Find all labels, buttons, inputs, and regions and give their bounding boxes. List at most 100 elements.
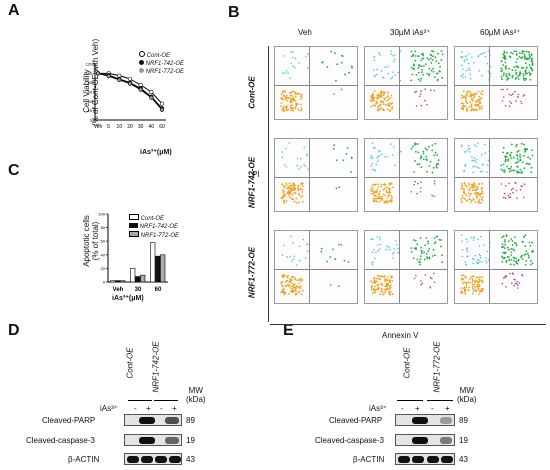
blot-beta-actin <box>395 453 455 465</box>
facs-plot <box>364 230 448 304</box>
x-tick-label: 60 <box>155 287 162 293</box>
facs-dots <box>460 50 534 112</box>
y-tick-label: 60 <box>88 90 93 95</box>
band <box>440 437 452 444</box>
facs-dots <box>280 142 353 204</box>
facs-dots <box>280 235 350 296</box>
bar <box>130 268 136 283</box>
facs-plot <box>454 138 538 212</box>
band <box>165 417 179 424</box>
data-point <box>106 74 111 79</box>
data-point <box>117 77 122 82</box>
panel-b: Veh 30μM iAs³⁺ 60μM iAs³⁺ Cont-OE NRF1-7… <box>230 20 545 322</box>
col-header-60um: 60μM iAs³⁺ <box>480 28 521 37</box>
blot-cleaved-caspase-3 <box>124 434 182 446</box>
data-point <box>159 101 165 106</box>
band <box>412 437 428 444</box>
lane-group-line-1 <box>128 400 152 401</box>
lane-group-line-2 <box>427 400 453 401</box>
y-tick-label: 40 <box>88 99 93 104</box>
bar <box>115 280 121 283</box>
lane-sign-4: + <box>172 404 177 413</box>
panel-label-a: A <box>8 2 20 19</box>
lane-group-cont-oe: Cont-OE <box>125 347 135 379</box>
pi-axis-label: PI <box>252 170 260 179</box>
facs-plot <box>454 46 538 120</box>
quadrant-divider-horizontal <box>455 85 537 87</box>
x-tick-label: 40 <box>149 124 155 130</box>
facs-plot <box>364 46 448 120</box>
pi-axis-line <box>268 46 269 322</box>
band <box>412 456 424 463</box>
data-point <box>149 89 154 95</box>
row-label-cleaved-caspase-3: Cleaved-caspase-3 <box>26 436 95 445</box>
y-tick-label: 0 <box>103 280 106 285</box>
mw-beta-actin: 43 <box>186 455 195 464</box>
quadrant-divider-vertical <box>309 47 311 119</box>
lane-sign-1: - <box>134 404 137 413</box>
lane-sign-1: - <box>401 404 404 413</box>
lane-group-nrf1-742: NRF1-742-OE <box>151 341 161 393</box>
lane-sign-3: - <box>160 404 163 413</box>
mw-cleaved-parp: 89 <box>459 416 468 425</box>
legend-item-cont-oe: Cont-OE <box>139 51 184 60</box>
quadrant-divider-vertical <box>489 47 491 119</box>
facs-dots <box>370 50 444 112</box>
band <box>398 456 410 463</box>
quadrant-divider-vertical <box>399 231 401 303</box>
bar <box>110 280 116 283</box>
legend-item-nrf1-772: NRF1-772-OE <box>139 68 184 76</box>
treatment-label: iAs³⁺ <box>100 404 118 413</box>
lane-sign-2: + <box>146 404 151 413</box>
x-tick-label: 30 <box>138 124 144 130</box>
panel-a-xlabel: iAs³⁺(μM) <box>140 149 172 156</box>
data-point <box>127 81 133 86</box>
mw-cleaved-caspase-3: 19 <box>459 436 468 445</box>
band <box>139 437 155 444</box>
panel-c: Apoptotic cells (% of total) 0 20 40 60 80 10… <box>20 182 220 312</box>
band <box>427 456 439 463</box>
bar <box>120 280 126 283</box>
quadrant-divider-vertical <box>489 139 491 211</box>
quadrant-divider-horizontal <box>365 85 447 87</box>
x-tick-label: Veh <box>94 124 103 130</box>
facs-dots <box>280 50 353 112</box>
quadrant-divider-vertical <box>399 47 401 119</box>
treatment-label: iAs³⁺ <box>369 404 387 413</box>
quadrant-divider-vertical <box>489 231 491 303</box>
lane-sign-4: + <box>445 404 450 413</box>
bar <box>150 242 156 283</box>
facs-dots <box>370 142 440 204</box>
y-tick-label: 40 <box>101 252 106 257</box>
y-tick-label: 120 <box>85 62 92 67</box>
lane-sign-3: - <box>431 404 434 413</box>
row-label-cleaved-parp: Cleaved-PARP <box>42 416 96 425</box>
facs-plot <box>454 230 538 304</box>
quadrant-divider-vertical <box>399 139 401 211</box>
quadrant-divider-horizontal <box>455 269 537 271</box>
y-tick-label: 80 <box>88 80 93 85</box>
data-point <box>95 71 101 76</box>
quadrant-divider-horizontal <box>365 177 447 179</box>
legend-item-nrf1-742: NRF1-742-OE <box>129 223 179 231</box>
x-tick-label: 20 <box>127 124 133 130</box>
band <box>165 437 179 444</box>
panel-e: Cont-OE NRF1-772-OE MW (kDa) iAs³⁺ - + -… <box>295 340 545 468</box>
blot-beta-actin <box>124 453 182 465</box>
panel-label-d: D <box>8 322 20 339</box>
annexin-axis-line <box>270 324 546 325</box>
panel-label-c: C <box>8 162 20 179</box>
x-tick-label: Veh <box>113 287 124 293</box>
lane-group-cont-oe: Cont-OE <box>402 347 412 379</box>
facs-plot <box>364 138 448 212</box>
facs-plot <box>274 46 358 120</box>
panel-c-xlabel: iAs³⁺(μM) <box>112 295 144 302</box>
data-point <box>159 107 165 112</box>
y-tick-label: 100 <box>85 71 92 76</box>
band <box>169 456 181 463</box>
data-point <box>149 95 154 100</box>
quadrant-divider-horizontal <box>275 177 357 179</box>
quadrant-divider-horizontal <box>275 269 357 271</box>
panel-a-legend-items: Cont-OE NRF1-742-OE NRF1-772-OE <box>139 51 184 76</box>
band <box>441 456 453 463</box>
